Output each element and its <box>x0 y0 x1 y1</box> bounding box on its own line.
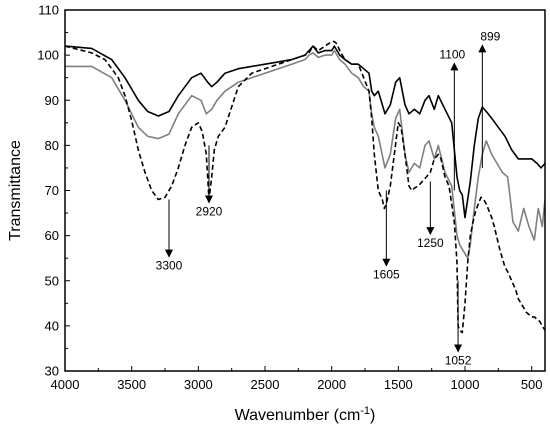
series-line-2 <box>65 49 545 259</box>
x-tick-label: 4000 <box>51 377 80 392</box>
x-tick-label: 2500 <box>251 377 280 392</box>
series-line-1 <box>65 45 545 219</box>
series-line-3 <box>65 40 545 334</box>
annotation-label: 899 <box>480 29 500 43</box>
x-axis-title: Wavenumber (cm-1) <box>235 405 376 424</box>
y-tick-label: 90 <box>45 93 59 108</box>
y-tick-label: 70 <box>45 183 59 198</box>
annotation-label: 1100 <box>439 47 465 61</box>
annotation-label: 1052 <box>445 353 472 367</box>
y-tick-label: 40 <box>45 318 59 333</box>
annotation-label: 2920 <box>196 205 223 219</box>
x-tick-label: 3500 <box>117 377 146 392</box>
x-tick-label: 2000 <box>317 377 346 392</box>
y-tick-label: 100 <box>37 48 59 63</box>
series-layer <box>65 40 545 334</box>
annotation-label: 3300 <box>156 259 183 273</box>
annotation-label: 1250 <box>417 236 444 250</box>
y-tick-label: 80 <box>45 138 59 153</box>
y-tick-label: 50 <box>45 273 59 288</box>
x-axis-title-main: Wavenumber (cm <box>235 407 361 424</box>
annotation-label: 1605 <box>373 268 400 282</box>
y-axis-ticks: 30 40 50 60 70 80 90 100 110 <box>37 3 70 379</box>
plot-frame <box>64 9 546 372</box>
x-axis-ticks: 4000 3500 3000 2500 2000 1500 1000 500 <box>51 366 543 392</box>
x-tick-label: 1500 <box>384 377 413 392</box>
y-axis-title: Transmittance <box>7 140 24 241</box>
annotation-layer: 3300 2920 1605 1250 1100 899 1052 <box>156 29 501 367</box>
x-axis-title-close: ) <box>370 407 375 424</box>
x-axis-title-superscript: -1 <box>360 405 370 417</box>
y-tick-label: 30 <box>45 364 59 379</box>
x-tick-label: 500 <box>521 377 543 392</box>
x-tick-label: 1000 <box>451 377 480 392</box>
x-tick-label: 3000 <box>184 377 213 392</box>
y-tick-label: 60 <box>45 228 59 243</box>
y-tick-label: 110 <box>38 3 59 18</box>
